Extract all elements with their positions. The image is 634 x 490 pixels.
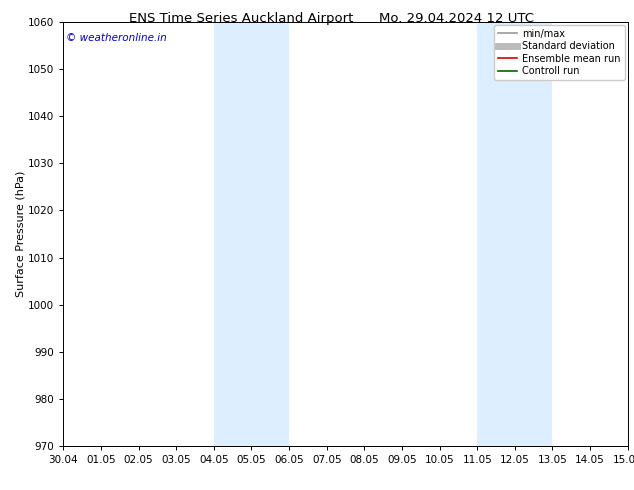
Text: © weatheronline.in: © weatheronline.in <box>66 33 167 43</box>
Text: ENS Time Series Auckland Airport: ENS Time Series Auckland Airport <box>129 12 353 25</box>
Text: Mo. 29.04.2024 12 UTC: Mo. 29.04.2024 12 UTC <box>379 12 534 25</box>
Bar <box>214 22 289 446</box>
Y-axis label: Surface Pressure (hPa): Surface Pressure (hPa) <box>15 171 25 297</box>
Bar <box>477 22 552 446</box>
Legend: min/max, Standard deviation, Ensemble mean run, Controll run: min/max, Standard deviation, Ensemble me… <box>494 25 624 80</box>
